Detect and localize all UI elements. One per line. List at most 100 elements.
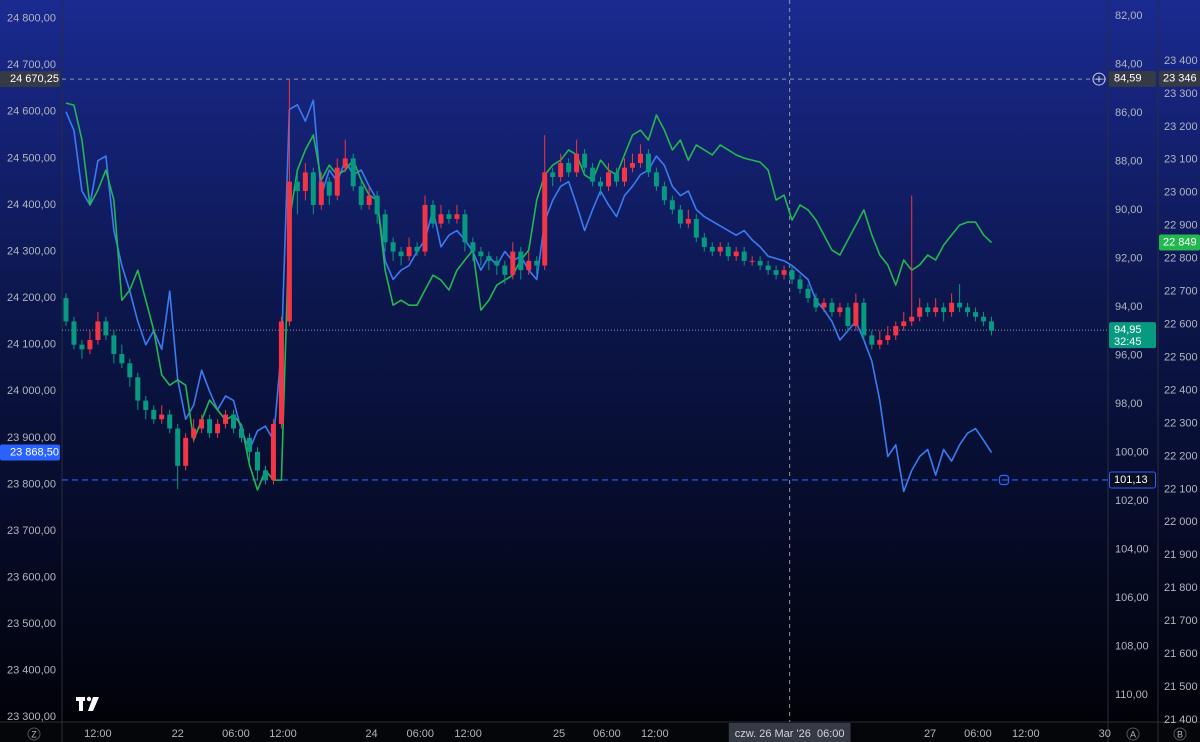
- price-label: 84,59: [1114, 73, 1142, 85]
- candle-body: [254, 451, 260, 471]
- candle-body: [334, 167, 340, 196]
- candle-body: [741, 251, 747, 261]
- series-line: [65, 102, 993, 491]
- x-tick-label: 06:00: [964, 728, 992, 740]
- candle-body: [965, 307, 971, 313]
- y-tick-label: 94,00: [1115, 301, 1143, 313]
- scale-button[interactable]: Z: [27, 727, 41, 741]
- candle-body: [917, 307, 923, 317]
- y-tick-label: 100,00: [1115, 446, 1149, 458]
- add-button[interactable]: [1092, 72, 1106, 86]
- y-tick-label: 88,00: [1115, 155, 1143, 167]
- candle-body: [382, 214, 388, 243]
- y-tick-label: 84,00: [1115, 58, 1143, 70]
- candle-body: [566, 163, 572, 173]
- y-tick-label: 22 900: [1164, 220, 1198, 232]
- y-tick-label: 23 000: [1164, 187, 1198, 199]
- candle-body: [470, 242, 476, 252]
- candle-body: [637, 153, 643, 164]
- y-tick-label: 21 700: [1164, 615, 1198, 627]
- price-label-box: [1109, 471, 1156, 489]
- candle-body: [95, 321, 101, 341]
- axes: 24 800,00 24 700,00 24 600,00 24 500,00 24 4…: [0, 10, 1200, 742]
- y-tick-label: 23 700,00: [7, 525, 56, 537]
- y-tick-label: 24 000,00: [7, 385, 56, 397]
- price-label: 101,13: [1114, 474, 1148, 486]
- candle-body: [534, 260, 540, 266]
- y-tick-label: 24 700,00: [7, 59, 56, 71]
- y-tick-label: 22 600: [1164, 318, 1198, 330]
- y-tick-label: 110,00: [1115, 689, 1148, 701]
- candle-body: [262, 470, 268, 480]
- candle-body: [199, 419, 205, 429]
- candle-body: [111, 335, 117, 355]
- candle-body: [310, 172, 316, 205]
- candle-body: [558, 163, 564, 178]
- candle-body: [574, 153, 580, 173]
- candle-body: [79, 344, 85, 350]
- candle-body: [486, 256, 492, 261]
- button-label[interactable]: A: [1130, 729, 1136, 739]
- y-tick-label: 24 100,00: [7, 339, 56, 351]
- y-tick-label: 22 000: [1164, 516, 1198, 528]
- x-tick-label: 12:00: [454, 728, 482, 740]
- x-tick-label: 30: [1099, 728, 1111, 740]
- price-label-countdown: 32:45: [1114, 336, 1142, 348]
- y-tick-label: 92,00: [1115, 252, 1143, 264]
- candle-body: [861, 302, 867, 336]
- candle-body: [837, 307, 843, 313]
- candle-body: [981, 316, 987, 322]
- candle-body: [342, 158, 348, 168]
- candle-body: [239, 428, 245, 438]
- price-label: 24 670,25: [10, 73, 59, 85]
- candle-body: [127, 363, 133, 378]
- candle-body: [350, 158, 356, 187]
- y-tick-label: 21 500: [1164, 681, 1198, 693]
- y-tick-label: 22 700: [1164, 286, 1198, 298]
- candle-body: [159, 414, 165, 420]
- candle-body: [406, 246, 412, 257]
- candle-body: [805, 288, 811, 299]
- candle-body: [869, 335, 875, 345]
- y-tick-label: 22 200: [1164, 450, 1198, 462]
- y-tick-label: 23 400: [1164, 55, 1198, 67]
- candle-body: [302, 172, 308, 191]
- candle-body: [693, 218, 699, 238]
- candle-body: [151, 409, 157, 420]
- price-label-box: [1109, 70, 1156, 87]
- price-label: 22 849: [1163, 236, 1197, 248]
- candle-body: [286, 181, 292, 322]
- candle-body: [773, 270, 779, 275]
- candle-body: [510, 251, 516, 275]
- candle-body: [717, 246, 723, 252]
- price-label-box: [1159, 234, 1200, 251]
- candle-body: [270, 423, 276, 480]
- y-tick-label: 23 800,00: [7, 478, 56, 490]
- y-tick-label: 21 800: [1164, 582, 1198, 594]
- candle-body: [414, 246, 420, 252]
- y-tick-label: 23 200: [1164, 121, 1198, 133]
- candle-body: [318, 181, 324, 205]
- y-tick-label: 23 400,00: [7, 665, 56, 677]
- candle-body: [518, 251, 524, 271]
- candle-body: [901, 321, 907, 327]
- candle-body: [989, 321, 995, 331]
- crosshair-time-label: czw. 26 Mar '26 06:00: [735, 728, 845, 740]
- candle-body: [885, 335, 891, 341]
- scale-button[interactable]: A: [1126, 727, 1140, 741]
- x-tick-label: 22: [172, 728, 184, 740]
- button-label[interactable]: B: [1177, 729, 1183, 739]
- candle-body: [446, 214, 452, 219]
- candle-body: [87, 340, 93, 350]
- y-tick-label: 24 500,00: [7, 152, 56, 164]
- scale-button[interactable]: B: [1173, 727, 1187, 741]
- y-tick-label: 86,00: [1115, 107, 1143, 119]
- x-tick-label: 12:00: [1012, 728, 1040, 740]
- button-label[interactable]: Z: [31, 729, 37, 739]
- y-tick-label: 98,00: [1115, 398, 1143, 410]
- candle-body: [845, 307, 851, 327]
- candle-body: [294, 181, 300, 191]
- candle-body: [789, 270, 795, 280]
- candle-body: [422, 204, 428, 252]
